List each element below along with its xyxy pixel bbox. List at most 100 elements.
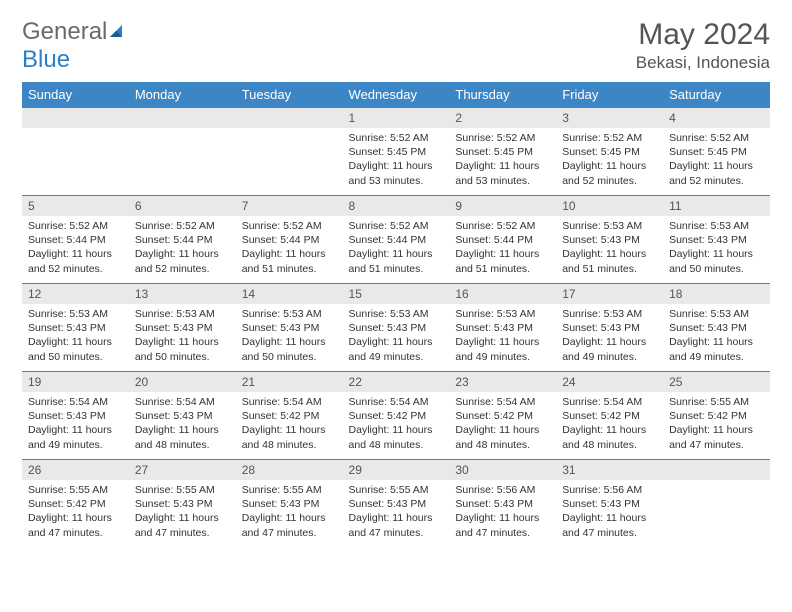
day-number: 13	[129, 284, 236, 304]
calendar-day-cell: 6Sunrise: 5:52 AMSunset: 5:44 PMDaylight…	[129, 196, 236, 284]
sunset-line: Sunset: 5:43 PM	[135, 409, 230, 423]
sunset-line: Sunset: 5:42 PM	[562, 409, 657, 423]
day-body: Sunrise: 5:52 AMSunset: 5:44 PMDaylight:…	[22, 216, 129, 280]
day-number-empty	[236, 108, 343, 128]
calendar-day-cell	[129, 108, 236, 196]
sunrise-line: Sunrise: 5:53 AM	[242, 307, 337, 321]
sunset-line: Sunset: 5:45 PM	[669, 145, 764, 159]
logo-text: General Blue	[22, 18, 128, 74]
sunset-line: Sunset: 5:43 PM	[28, 409, 123, 423]
calendar-day-cell: 30Sunrise: 5:56 AMSunset: 5:43 PMDayligh…	[449, 460, 556, 548]
sunrise-line: Sunrise: 5:55 AM	[349, 483, 444, 497]
daylight-line: Daylight: 11 hours and 47 minutes.	[562, 511, 657, 539]
calendar-day-cell	[663, 460, 770, 548]
sunset-line: Sunset: 5:43 PM	[562, 233, 657, 247]
calendar-week-row: 1Sunrise: 5:52 AMSunset: 5:45 PMDaylight…	[22, 108, 770, 196]
calendar-day-cell: 23Sunrise: 5:54 AMSunset: 5:42 PMDayligh…	[449, 372, 556, 460]
daylight-line: Daylight: 11 hours and 48 minutes.	[455, 423, 550, 451]
calendar-table: SundayMondayTuesdayWednesdayThursdayFrid…	[22, 82, 770, 548]
sunset-line: Sunset: 5:43 PM	[669, 321, 764, 335]
day-number: 25	[663, 372, 770, 392]
calendar-day-cell: 26Sunrise: 5:55 AMSunset: 5:42 PMDayligh…	[22, 460, 129, 548]
day-number: 15	[343, 284, 450, 304]
sunrise-line: Sunrise: 5:53 AM	[135, 307, 230, 321]
sunrise-line: Sunrise: 5:54 AM	[349, 395, 444, 409]
day-number: 26	[22, 460, 129, 480]
sunrise-line: Sunrise: 5:53 AM	[455, 307, 550, 321]
day-body: Sunrise: 5:52 AMSunset: 5:44 PMDaylight:…	[449, 216, 556, 280]
calendar-day-cell: 29Sunrise: 5:55 AMSunset: 5:43 PMDayligh…	[343, 460, 450, 548]
day-body: Sunrise: 5:54 AMSunset: 5:42 PMDaylight:…	[556, 392, 663, 456]
daylight-line: Daylight: 11 hours and 49 minutes.	[455, 335, 550, 363]
calendar-day-cell: 3Sunrise: 5:52 AMSunset: 5:45 PMDaylight…	[556, 108, 663, 196]
weekday-header: Sunday	[22, 82, 129, 108]
calendar-day-cell: 18Sunrise: 5:53 AMSunset: 5:43 PMDayligh…	[663, 284, 770, 372]
day-body-empty	[663, 480, 770, 530]
daylight-line: Daylight: 11 hours and 47 minutes.	[669, 423, 764, 451]
day-body: Sunrise: 5:52 AMSunset: 5:44 PMDaylight:…	[129, 216, 236, 280]
sunset-line: Sunset: 5:42 PM	[242, 409, 337, 423]
sunrise-line: Sunrise: 5:53 AM	[562, 219, 657, 233]
day-body: Sunrise: 5:53 AMSunset: 5:43 PMDaylight:…	[343, 304, 450, 368]
location: Bekasi, Indonesia	[636, 53, 770, 73]
day-body: Sunrise: 5:55 AMSunset: 5:42 PMDaylight:…	[22, 480, 129, 544]
day-number: 21	[236, 372, 343, 392]
day-number: 10	[556, 196, 663, 216]
daylight-line: Daylight: 11 hours and 48 minutes.	[242, 423, 337, 451]
day-body: Sunrise: 5:52 AMSunset: 5:44 PMDaylight:…	[236, 216, 343, 280]
sunset-line: Sunset: 5:43 PM	[562, 497, 657, 511]
sunrise-line: Sunrise: 5:52 AM	[455, 219, 550, 233]
day-body-empty	[129, 128, 236, 178]
daylight-line: Daylight: 11 hours and 49 minutes.	[349, 335, 444, 363]
day-body: Sunrise: 5:53 AMSunset: 5:43 PMDaylight:…	[663, 216, 770, 280]
sunset-line: Sunset: 5:42 PM	[669, 409, 764, 423]
sunrise-line: Sunrise: 5:52 AM	[349, 219, 444, 233]
day-body-empty	[236, 128, 343, 178]
daylight-line: Daylight: 11 hours and 49 minutes.	[562, 335, 657, 363]
title-block: May 2024 Bekasi, Indonesia	[636, 18, 770, 73]
weekday-header: Thursday	[449, 82, 556, 108]
calendar-day-cell: 2Sunrise: 5:52 AMSunset: 5:45 PMDaylight…	[449, 108, 556, 196]
sunrise-line: Sunrise: 5:52 AM	[242, 219, 337, 233]
calendar-day-cell: 27Sunrise: 5:55 AMSunset: 5:43 PMDayligh…	[129, 460, 236, 548]
header: General Blue May 2024 Bekasi, Indonesia	[22, 18, 770, 74]
daylight-line: Daylight: 11 hours and 53 minutes.	[349, 159, 444, 187]
calendar-day-cell	[22, 108, 129, 196]
day-number-empty	[129, 108, 236, 128]
day-number: 11	[663, 196, 770, 216]
day-body: Sunrise: 5:55 AMSunset: 5:43 PMDaylight:…	[129, 480, 236, 544]
weekday-header-row: SundayMondayTuesdayWednesdayThursdayFrid…	[22, 82, 770, 108]
sunset-line: Sunset: 5:42 PM	[28, 497, 123, 511]
logo: General Blue	[22, 18, 128, 74]
daylight-line: Daylight: 11 hours and 51 minutes.	[242, 247, 337, 275]
day-number: 18	[663, 284, 770, 304]
daylight-line: Daylight: 11 hours and 49 minutes.	[28, 423, 123, 451]
sunrise-line: Sunrise: 5:54 AM	[28, 395, 123, 409]
sunrise-line: Sunrise: 5:53 AM	[28, 307, 123, 321]
daylight-line: Daylight: 11 hours and 47 minutes.	[242, 511, 337, 539]
day-number: 9	[449, 196, 556, 216]
sunset-line: Sunset: 5:43 PM	[562, 321, 657, 335]
sunrise-line: Sunrise: 5:55 AM	[669, 395, 764, 409]
sunrise-line: Sunrise: 5:56 AM	[562, 483, 657, 497]
calendar-day-cell: 13Sunrise: 5:53 AMSunset: 5:43 PMDayligh…	[129, 284, 236, 372]
calendar-week-row: 12Sunrise: 5:53 AMSunset: 5:43 PMDayligh…	[22, 284, 770, 372]
sunset-line: Sunset: 5:43 PM	[455, 497, 550, 511]
weekday-header: Friday	[556, 82, 663, 108]
day-number: 22	[343, 372, 450, 392]
day-number: 5	[22, 196, 129, 216]
day-body: Sunrise: 5:53 AMSunset: 5:43 PMDaylight:…	[663, 304, 770, 368]
sunrise-line: Sunrise: 5:53 AM	[669, 219, 764, 233]
calendar-week-row: 19Sunrise: 5:54 AMSunset: 5:43 PMDayligh…	[22, 372, 770, 460]
day-body: Sunrise: 5:52 AMSunset: 5:45 PMDaylight:…	[663, 128, 770, 192]
weekday-header: Saturday	[663, 82, 770, 108]
calendar-day-cell	[236, 108, 343, 196]
daylight-line: Daylight: 11 hours and 49 minutes.	[669, 335, 764, 363]
day-number: 19	[22, 372, 129, 392]
calendar-day-cell: 28Sunrise: 5:55 AMSunset: 5:43 PMDayligh…	[236, 460, 343, 548]
sunrise-line: Sunrise: 5:52 AM	[135, 219, 230, 233]
daylight-line: Daylight: 11 hours and 52 minutes.	[669, 159, 764, 187]
sunset-line: Sunset: 5:43 PM	[242, 321, 337, 335]
calendar-day-cell: 7Sunrise: 5:52 AMSunset: 5:44 PMDaylight…	[236, 196, 343, 284]
day-number: 7	[236, 196, 343, 216]
